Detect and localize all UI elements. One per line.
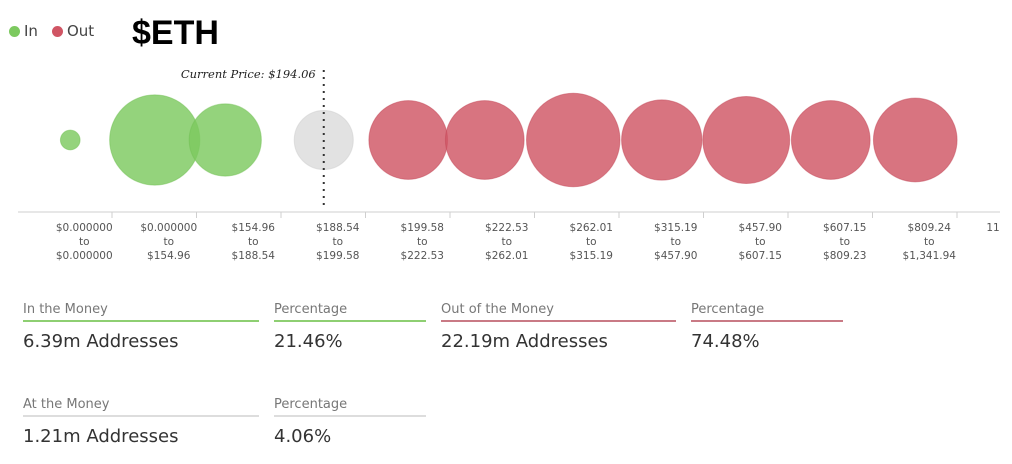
legend-in-label: In (24, 22, 38, 40)
stat-at-percentage: Percentage 4.06% (274, 397, 426, 447)
stat-in-percentage-label: Percentage (274, 302, 426, 322)
x-tick-label: $1,341.94 (903, 250, 957, 262)
bubble-in-1[interactable] (109, 94, 201, 186)
x-tick-label: $188.54 (232, 250, 276, 262)
x-tick-label-truncated: 11 (986, 222, 999, 234)
legend: In Out (9, 22, 102, 40)
x-tick-label: $154.96 (147, 250, 191, 262)
stat-in-the-money-value: 6.39m Addresses (23, 331, 179, 352)
x-tick-label: to (670, 236, 681, 248)
x-tick-label: $262.01 (485, 250, 528, 262)
x-tick-label: $809.24 (908, 222, 952, 234)
x-tick-label: to (755, 236, 766, 248)
x-tick-label: $315.19 (570, 250, 613, 262)
bubble-out-4[interactable] (368, 100, 449, 180)
x-tick-label: $222.53 (485, 222, 528, 234)
x-tick-label: $607.15 (823, 222, 866, 234)
bubble-out-9[interactable] (790, 100, 871, 180)
stat-at-percentage-label: Percentage (274, 397, 426, 417)
stat-out-of-the-money-value: 22.19m Addresses (441, 331, 608, 352)
stat-at-the-money-label: At the Money (23, 397, 259, 417)
x-tick-label: $315.19 (654, 222, 697, 234)
legend-item-out[interactable]: Out (51, 22, 95, 40)
x-tick-label: $222.53 (401, 250, 444, 262)
stat-out-percentage-value: 74.48% (691, 331, 760, 352)
x-tick-label: $0.000000 (56, 250, 113, 262)
x-tick-label: $199.58 (401, 222, 444, 234)
x-tick-label: $262.01 (570, 222, 613, 234)
x-tick-label: to (79, 236, 90, 248)
x-tick-label: $809.23 (823, 250, 866, 262)
x-tick-label: to (586, 236, 597, 248)
x-tick-label: to (163, 236, 174, 248)
bubble-out-7[interactable] (621, 99, 703, 181)
bubble-out-10[interactable] (872, 97, 958, 183)
x-tick-label: $199.58 (316, 250, 359, 262)
x-tick-label: to (924, 236, 935, 248)
bubble-out-6[interactable] (526, 92, 621, 188)
x-tick-label: $457.90 (739, 222, 782, 234)
stat-at-percentage-value: 4.06% (274, 426, 332, 447)
stat-in-the-money-label: In the Money (23, 302, 259, 322)
stat-in-the-money: In the Money 6.39m Addresses (23, 302, 259, 352)
stat-at-the-money-value: 1.21m Addresses (23, 426, 179, 447)
stat-out-percentage-label: Percentage (691, 302, 843, 322)
x-tick-label: $607.15 (739, 250, 782, 262)
x-tick-label: to (501, 236, 512, 248)
stat-out-of-the-money: Out of the Money 22.19m Addresses (441, 302, 676, 352)
current-price-label: Current Price: $194.06 (181, 67, 316, 81)
chart-title: $ETH (132, 14, 219, 52)
x-tick-label: $0.000000 (140, 222, 197, 234)
legend-in-dot-icon (9, 25, 20, 37)
legend-out-label: Out (66, 22, 95, 40)
stat-out-of-the-money-label: Out of the Money (441, 302, 676, 322)
x-tick-label: $154.96 (232, 222, 276, 234)
legend-item-in[interactable]: In (9, 22, 38, 40)
bubble-chart: Current Price: $194.06 $0.000000 to $0.0000… (18, 67, 1000, 262)
x-tick-label: to (332, 236, 343, 248)
bubble-out-5[interactable] (444, 100, 525, 180)
legend-out-dot-icon (51, 25, 63, 37)
bubble-in-2[interactable] (188, 103, 262, 177)
x-tick-label: $0.000000 (56, 222, 113, 234)
stat-at-the-money: At the Money 1.21m Addresses (23, 397, 259, 447)
x-tick-label: $457.90 (654, 250, 697, 262)
x-tick-label: to (248, 236, 259, 248)
stat-out-percentage: Percentage 74.48% (691, 302, 843, 352)
stat-in-percentage: Percentage 21.46% (274, 302, 426, 352)
stat-in-percentage-value: 21.46% (274, 331, 343, 352)
x-tick-label: $188.54 (316, 222, 360, 234)
x-tick-label: to (417, 236, 428, 248)
bubble-out-8[interactable] (702, 96, 791, 184)
x-tick-label: to (839, 236, 850, 248)
bubble-in-0[interactable] (59, 129, 81, 151)
